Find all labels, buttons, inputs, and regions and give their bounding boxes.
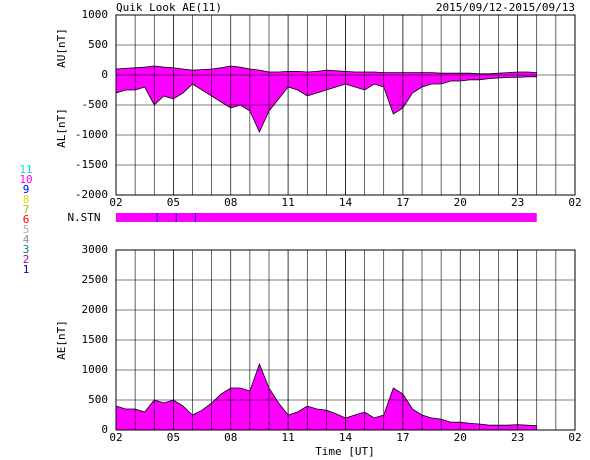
- station-legend: 11: [19, 163, 32, 176]
- station-legend: 8: [23, 193, 30, 206]
- y-tick-label: -1000: [75, 128, 108, 141]
- station-legend: 2: [23, 253, 30, 266]
- x-tick-label: 05: [167, 431, 180, 444]
- x-tick-label: 23: [511, 196, 524, 209]
- y-tick-label: 1500: [82, 333, 109, 346]
- x-tick-label: 08: [224, 431, 237, 444]
- y-tick-label: -1500: [75, 158, 108, 171]
- y-axis-label: AE[nT]: [55, 320, 68, 360]
- x-tick-label: 02: [568, 431, 581, 444]
- y-tick-label: -2000: [75, 188, 108, 201]
- nstn-label: N.STN: [67, 211, 100, 224]
- x-tick-label: 17: [396, 431, 409, 444]
- y-tick-label: 500: [88, 393, 108, 406]
- y-axis-label: AU[nT]: [55, 28, 68, 68]
- station-legend: 10: [19, 173, 32, 186]
- x-tick-label: 14: [339, 196, 353, 209]
- plot-frame: [115, 249, 576, 431]
- y-axis-label: AL[nT]: [55, 108, 68, 148]
- x-tick-label: 17: [396, 196, 409, 209]
- y-tick-label: 0: [101, 68, 108, 81]
- x-tick-label: 05: [167, 196, 180, 209]
- x-axis-label: Time [UT]: [315, 445, 375, 458]
- x-tick-label: 14: [339, 431, 353, 444]
- y-tick-label: 0: [101, 423, 108, 436]
- area-fill: [116, 364, 537, 430]
- station-legend: 9: [23, 183, 30, 196]
- x-tick-label: 02: [109, 196, 122, 209]
- y-tick-label: -500: [82, 98, 109, 111]
- x-tick-label: 20: [454, 431, 467, 444]
- y-tick-label: 3000: [82, 243, 109, 256]
- y-tick-label: 1000: [82, 8, 109, 21]
- station-legend: 1: [23, 263, 30, 276]
- x-tick-label: 20: [454, 196, 467, 209]
- x-tick-label: 08: [224, 196, 237, 209]
- x-tick-label: 23: [511, 431, 524, 444]
- y-tick-label: 2000: [82, 303, 109, 316]
- chart-title: Quik Look AE(11): [116, 1, 222, 14]
- y-tick-label: 1000: [82, 363, 109, 376]
- x-tick-label: 02: [568, 196, 581, 209]
- y-tick-label: 2500: [82, 273, 109, 286]
- plot-frame: [115, 14, 576, 196]
- station-legend: 5: [23, 223, 30, 236]
- x-tick-label: 11: [282, 431, 295, 444]
- station-legend: 6: [23, 213, 30, 226]
- station-legend: 3: [23, 243, 30, 256]
- nstn-bar: [116, 213, 537, 222]
- station-legend: 7: [23, 203, 30, 216]
- x-tick-label: 02: [109, 431, 122, 444]
- x-tick-label: 11: [282, 196, 295, 209]
- station-legend: 4: [23, 233, 30, 246]
- date-range: 2015/09/12-2015/09/13: [436, 1, 575, 14]
- area-fill: [116, 75, 537, 132]
- y-tick-label: 500: [88, 38, 108, 51]
